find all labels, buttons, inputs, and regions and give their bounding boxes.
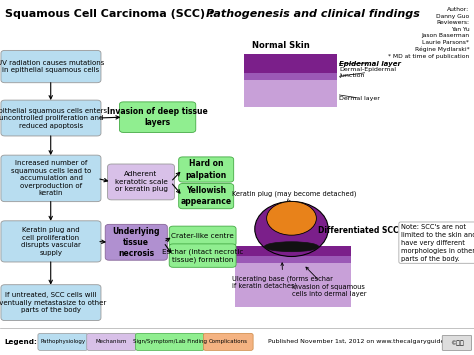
Bar xyxy=(244,73,337,80)
Text: Pathogenesis and clinical findings: Pathogenesis and clinical findings xyxy=(206,9,420,19)
Bar xyxy=(235,256,351,263)
Text: Pathophysiology: Pathophysiology xyxy=(40,339,85,344)
FancyBboxPatch shape xyxy=(1,155,101,202)
Text: Published November 1st, 2012 on www.thecalgaryguide.com: Published November 1st, 2012 on www.thec… xyxy=(268,339,460,344)
FancyBboxPatch shape xyxy=(87,333,137,350)
FancyBboxPatch shape xyxy=(169,226,236,246)
Text: Yellowish
appearance: Yellowish appearance xyxy=(181,186,232,206)
Text: Underlying
tissue
necrosis: Underlying tissue necrosis xyxy=(112,227,160,258)
Text: Ulcerating base (forms eschar
if keratin detaches): Ulcerating base (forms eschar if keratin… xyxy=(232,263,333,289)
FancyBboxPatch shape xyxy=(1,50,101,83)
Text: Invasion of deep tissue
layers: Invasion of deep tissue layers xyxy=(107,107,208,127)
Text: Dermal-Epidermal
Junction: Dermal-Epidermal Junction xyxy=(339,67,396,78)
Text: Normal Skin: Normal Skin xyxy=(252,42,310,50)
Text: Dermal layer: Dermal layer xyxy=(339,95,380,100)
FancyBboxPatch shape xyxy=(105,224,167,260)
Text: Epidermal layer: Epidermal layer xyxy=(339,61,401,67)
FancyBboxPatch shape xyxy=(119,102,196,132)
FancyBboxPatch shape xyxy=(108,164,174,200)
FancyBboxPatch shape xyxy=(169,244,236,267)
Text: Author:
Danny Guo
Reviewers:
Yan Yu
Jason Baserman
Laurie Parsons*
Régine Mydlar: Author: Danny Guo Reviewers: Yan Yu Jaso… xyxy=(388,7,469,59)
Text: Mechanism: Mechanism xyxy=(96,339,128,344)
Text: If untreated, SCC cells will
eventually metastasize to other
parts of the body: If untreated, SCC cells will eventually … xyxy=(0,292,107,313)
Text: ©ⓞⓈ: ©ⓞⓈ xyxy=(450,340,464,346)
Bar xyxy=(235,263,351,307)
Bar xyxy=(244,54,337,73)
Ellipse shape xyxy=(255,201,328,256)
Text: Eschar (intact necrotic
tissue) formation: Eschar (intact necrotic tissue) formatio… xyxy=(162,248,243,263)
Text: Keratin plug (may become detached): Keratin plug (may become detached) xyxy=(232,190,357,202)
Ellipse shape xyxy=(266,201,316,235)
Text: UV radiation causes mutations
in epithelial squamous cells: UV radiation causes mutations in epithel… xyxy=(0,60,105,73)
Text: Invasion of squamous
cells into dermal layer: Invasion of squamous cells into dermal l… xyxy=(292,267,366,297)
Text: Note: SCC's are not
limited to the skin and
have very different
morphologies in : Note: SCC's are not limited to the skin … xyxy=(401,224,474,262)
FancyBboxPatch shape xyxy=(203,333,253,350)
Text: Legend:: Legend: xyxy=(5,339,37,345)
Text: Sign/Symptom/Lab Finding: Sign/Symptom/Lab Finding xyxy=(133,339,207,344)
Text: Adherent
keratotic scale
or keratin plug: Adherent keratotic scale or keratin plug xyxy=(115,171,167,192)
Text: Crater-like centre: Crater-like centre xyxy=(171,233,234,239)
Bar xyxy=(244,80,337,106)
FancyBboxPatch shape xyxy=(38,333,88,350)
Text: Squamous Cell Carcinoma (SCC) :: Squamous Cell Carcinoma (SCC) : xyxy=(5,9,217,19)
FancyBboxPatch shape xyxy=(1,100,101,136)
Text: Keratin plug and
cell proliferation
disrupts vascular
supply: Keratin plug and cell proliferation disr… xyxy=(21,227,81,256)
FancyBboxPatch shape xyxy=(1,221,101,262)
FancyBboxPatch shape xyxy=(136,333,204,350)
Text: Epithelial squamous cells enters
uncontrolled proliferation and
reduced apoptosi: Epithelial squamous cells enters uncontr… xyxy=(0,108,108,129)
FancyBboxPatch shape xyxy=(1,285,101,321)
Text: Increased number of
squamous cells lead to
accumulation and
overproduction of
ke: Increased number of squamous cells lead … xyxy=(11,160,91,196)
FancyBboxPatch shape xyxy=(179,157,234,182)
Ellipse shape xyxy=(264,242,319,252)
FancyBboxPatch shape xyxy=(442,335,472,350)
Text: Differentiated SCC: Differentiated SCC xyxy=(318,226,398,235)
FancyBboxPatch shape xyxy=(179,184,234,209)
Text: Complications: Complications xyxy=(209,339,248,344)
Bar xyxy=(235,246,351,256)
Text: Hard on
palpation: Hard on palpation xyxy=(185,159,227,180)
